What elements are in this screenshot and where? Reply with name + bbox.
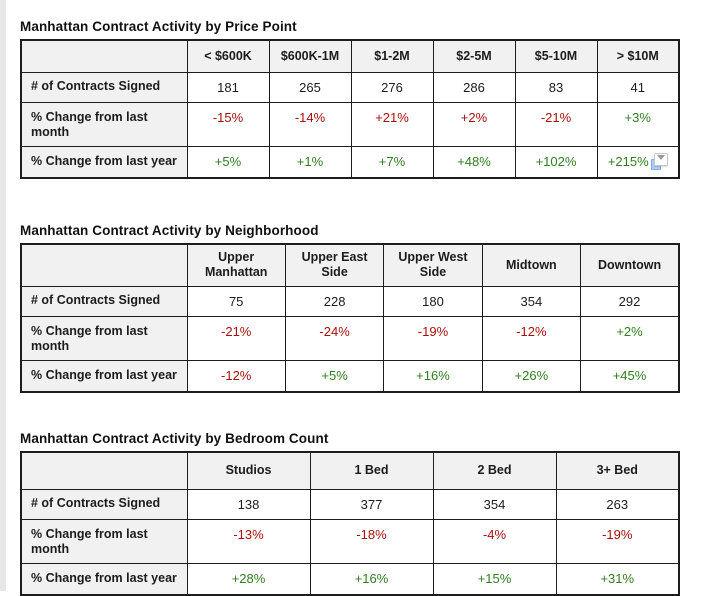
cell-value: +15% [432,562,557,596]
row-label: % Change from last year [20,359,188,393]
cell-value: +7% [350,145,434,179]
column-header: 3+ Bed [555,451,680,490]
column-header: $5-10M [514,39,598,73]
cell-value: 354 [432,488,557,520]
cell-value: -14% [268,101,352,147]
corner-cell [20,243,188,287]
cell-value: +2% [580,315,680,361]
cell-value: 377 [309,488,434,520]
cell-value: -12% [481,315,582,361]
cell-value: -18% [309,518,434,564]
table-title-price-point: Manhattan Contract Activity by Price Poi… [20,19,297,34]
cell-value: 75 [186,285,286,317]
column-header: Upper Manhattan [186,243,286,287]
cell-value: -19% [383,315,483,361]
cell-value: +3% [596,101,680,147]
cell-value: 181 [186,71,270,103]
cell-value: +215% [596,145,680,179]
cell-value: +5% [284,359,385,393]
bedroom-count-table: Studios 1 Bed 2 Bed 3+ Bed # of Contracts Si… [20,451,680,596]
row-label: # of Contracts Signed [20,285,188,317]
cell-value: 265 [268,71,352,103]
document-content: Manhattan Contract Activity by Price Poi… [20,0,680,596]
cell-value: +28% [186,562,311,596]
corner-cell [20,39,188,73]
cell-value: 228 [284,285,385,317]
column-header: $600K-1M [268,39,352,73]
price-point-section: Manhattan Contract Activity by Price Poi… [20,19,680,179]
cell-value: 276 [350,71,434,103]
row-label: # of Contracts Signed [20,488,188,520]
neighborhood-table: Upper Manhattan Upper East Side Upper West… [20,243,680,393]
cell-value: +102% [514,145,598,179]
price-point-table: < $600K $600K-1M $1-2M $2-5M $5-10M > $10M # o… [20,39,680,179]
neighborhood-section: Manhattan Contract Activity by Neighborh… [20,223,680,393]
cell-value: -4% [432,518,557,564]
cell-value: -12% [186,359,286,393]
header-row: < $600K $600K-1M $1-2M $2-5M $5-10M > $10M [20,39,680,73]
row-label: % Change from last month [20,315,188,361]
column-header: Midtown [481,243,582,287]
column-header: < $600K [186,39,270,73]
cell-value: 286 [432,71,516,103]
column-header: 2 Bed [432,451,557,490]
row-label: # of Contracts Signed [20,71,188,103]
cell-value: 354 [481,285,582,317]
cell-value: +48% [432,145,516,179]
cell-value: 41 [596,71,680,103]
column-header: Upper East Side [284,243,385,287]
cell-value: +1% [268,145,352,179]
bedroom-count-section: Manhattan Contract Activity by Bedroom C… [20,431,680,596]
cell-value: +2% [432,101,516,147]
cell-value: -13% [186,518,311,564]
table-row: # of Contracts Signed 181 265 276 286 83 41 [20,71,680,103]
table-row: % Change from last month -15% -14% +21% +2% -… [20,101,680,147]
row-label: % Change from last year [20,562,188,596]
cell-value: 292 [580,285,680,317]
cell-value: 83 [514,71,598,103]
cell-value: 180 [383,285,483,317]
column-header: Downtown [580,243,680,287]
cell-value: +31% [555,562,680,596]
row-label: % Change from last year [20,145,188,179]
column-header: $1-2M [350,39,434,73]
table-row: % Change from last year +28% +16% +15% +31% [20,562,680,596]
table-row: % Change from last year -12% +5% +16% +26% +4… [20,359,680,393]
cell-value: +16% [309,562,434,596]
cell-value: -15% [186,101,270,147]
cell-value: -19% [555,518,680,564]
header-row: Upper Manhattan Upper East Side Upper West… [20,243,680,287]
row-label: % Change from last month [20,518,188,564]
column-header: Studios [186,451,311,490]
table-title-bedroom-count: Manhattan Contract Activity by Bedroom C… [20,431,329,446]
table-row: # of Contracts Signed 75 228 180 354 292 [20,285,680,317]
column-header: Upper West Side [383,243,483,287]
cell-value: +45% [580,359,680,393]
table-row: % Change from last month -13% -18% -4% -19% [20,518,680,564]
cell-value: +26% [481,359,582,393]
corner-cell [20,451,188,490]
cell-value: -21% [186,315,286,361]
table-row: % Change from last year +5% +1% +7% +48% +102… [20,145,680,179]
cell-value: -24% [284,315,385,361]
table-row: # of Contracts Signed 138 377 354 263 [20,488,680,520]
table-title-neighborhood: Manhattan Contract Activity by Neighborh… [20,223,319,238]
cell-value: +21% [350,101,434,147]
paste-options-sheet [653,153,668,167]
cell-value: +5% [186,145,270,179]
table-row: % Change from last month -21% -24% -19% -12%… [20,315,680,361]
chevron-down-icon [656,155,665,161]
cell-value: 138 [186,488,311,520]
cell-value: +16% [383,359,483,393]
header-row: Studios 1 Bed 2 Bed 3+ Bed [20,451,680,490]
column-header: $2-5M [432,39,516,73]
page-edge-strip [0,0,6,591]
paste-options-icon[interactable] [650,153,668,171]
row-label: % Change from last month [20,101,188,147]
column-header: 1 Bed [309,451,434,490]
cell-value: 263 [555,488,680,520]
cell-value: -21% [514,101,598,147]
column-header: > $10M [596,39,680,73]
